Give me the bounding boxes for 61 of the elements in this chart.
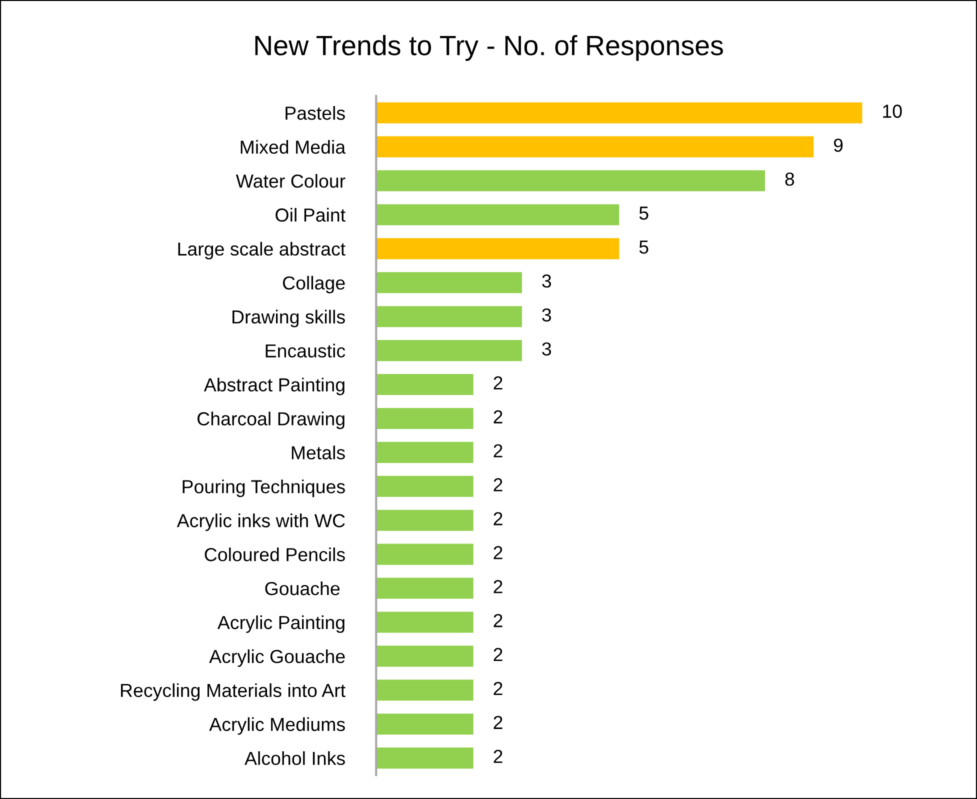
y-tick-label: Metals — [292, 446, 345, 460]
bar — [376, 272, 522, 294]
y-tick-label: Abstract Painting — [204, 378, 344, 396]
bar — [376, 102, 862, 124]
y-tick-label: Acrylic Mediums — [209, 717, 345, 735]
y-tick-label: Collage — [282, 276, 345, 294]
data-label: 2 — [494, 614, 502, 628]
chart-title: New Trends to Try - No. of Responses — [255, 34, 723, 61]
y-tick-label: Pastels — [286, 106, 345, 120]
y-tick-label: Acrylic Painting — [217, 615, 344, 633]
bar — [376, 748, 474, 769]
data-label: 2 — [494, 716, 502, 729]
bar — [376, 612, 474, 633]
bar — [376, 510, 474, 531]
y-tick-label: Water Colour — [236, 174, 346, 188]
data-label: 2 — [494, 410, 502, 424]
bar — [376, 680, 474, 701]
bar — [376, 374, 474, 396]
data-label: 2 — [494, 682, 502, 695]
data-label: 2 — [494, 750, 502, 763]
data-label: 2 — [494, 478, 502, 492]
data-label: 2 — [494, 376, 502, 390]
bar — [376, 442, 474, 463]
data-label: 3 — [542, 342, 552, 356]
y-tick-label: Mixed Media — [240, 140, 346, 154]
bar — [376, 306, 522, 328]
y-tick-label: Charcoal Drawing — [198, 412, 344, 430]
y-tick-label: Encaustic — [266, 344, 346, 358]
bar — [376, 544, 474, 565]
bar — [376, 136, 814, 158]
y-tick-label: Oil Paint — [276, 208, 346, 222]
data-label: 2 — [494, 512, 502, 526]
bar — [376, 204, 620, 226]
bar — [376, 340, 522, 362]
data-label: 2 — [494, 444, 502, 458]
y-tick-label: Acrylic inks with WC — [176, 514, 345, 532]
y-tick-label: Coloured Pencils — [204, 548, 345, 562]
y-tick-label: Pouring Techniques — [182, 480, 345, 498]
bar — [376, 714, 474, 735]
y-tick-label: Drawing skills — [232, 310, 345, 328]
y-tick-label: Alcohol Inks — [244, 751, 345, 766]
y-tick-label: Acrylic Gouache — [209, 649, 345, 667]
data-label: 5 — [639, 240, 648, 254]
data-label: 10 — [883, 104, 902, 118]
data-label: 2 — [494, 580, 502, 594]
bar — [376, 408, 474, 430]
y-tick-label: Large scale abstract — [178, 242, 346, 260]
data-label: 8 — [785, 172, 794, 186]
bar — [376, 170, 766, 192]
bar — [376, 476, 474, 497]
data-label: 5 — [639, 206, 648, 220]
data-label: 2 — [494, 546, 502, 560]
bar — [376, 238, 620, 260]
data-label: 2 — [494, 648, 502, 662]
data-label: 3 — [542, 274, 552, 288]
bar — [376, 578, 474, 599]
y-tick-label: Gouache — [265, 581, 340, 596]
bar — [376, 646, 474, 667]
data-label: 9 — [834, 138, 843, 152]
y-tick-label: Recycling Materials into Art — [121, 683, 346, 701]
data-label: 3 — [542, 308, 552, 322]
